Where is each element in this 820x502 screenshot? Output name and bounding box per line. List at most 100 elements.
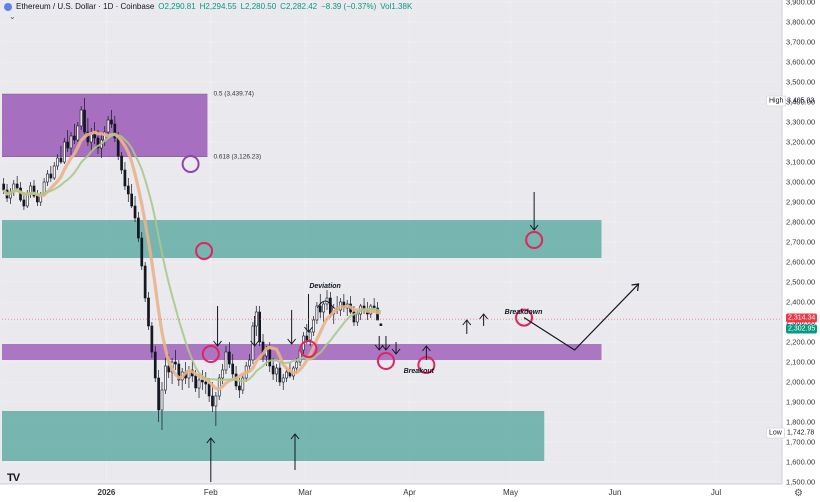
down-arrow-head [391,348,401,355]
highlight-circle [376,352,395,370]
candle-body [66,141,70,149]
candle-body [194,375,198,389]
candle-body [160,389,164,411]
candle-body [211,395,214,407]
candle-body [227,351,231,365]
moving-average-line [2,130,382,391]
y-tick-label: 3,500.00 [786,77,816,87]
candle-body [285,371,288,379]
ethereum-logo-icon [4,2,12,11]
y-tick-label: 3,300.00 [786,117,816,127]
candle-body [275,367,278,375]
candle-body [204,381,208,385]
highlight-circle [515,308,534,327]
down-arrow-head [374,344,384,351]
candle-body [96,137,100,149]
candle-body [56,157,59,167]
settings-gear-icon[interactable]: ⚙ [794,488,803,499]
candle-body [318,305,322,313]
candle-body [150,325,154,353]
y-tick-label: 3,800.00 [786,17,816,27]
candle-body [167,365,171,373]
down-arrow-head [250,340,259,347]
y-tick-label: 3,700.00 [786,37,816,47]
highlight-circle [195,242,214,260]
change-value: −8.39 (−0.37%) [321,2,377,11]
up-arrow-head [206,437,216,444]
y-tick-label: 2,500.00 [786,277,816,287]
x-tick-label: Apr [403,488,416,497]
candle-body [73,135,76,141]
y-tick-label: 2,200.00 [786,337,816,347]
highlight-circle [181,155,200,173]
candle-body [224,351,228,371]
x-tick-label: Jun [608,488,622,497]
tradingview-logo-icon[interactable]: TV [7,472,20,484]
highlight-circle [201,345,220,363]
up-arrow-head [421,345,431,352]
high-tag-label: High [766,95,787,107]
y-tick-label: 2,100.00 [786,357,816,367]
y-tick-label: 2,400.00 [786,297,816,307]
low-tag-label: Low [766,427,785,439]
y-tick-label: 2,900.00 [786,197,816,207]
high-tag-value: 3,405.03 [787,97,815,105]
candle-body [295,361,299,369]
y-tick-label: 1,700.00 [786,437,816,447]
y-tick-label: 3,400.00 [786,97,816,107]
candle-body [133,205,137,219]
y-tick-label: 3,000.00 [786,177,816,187]
y-tick-label: 1,800.00 [786,417,816,427]
y-tick-label: 2,000.00 [786,377,816,387]
annotation-deviation: Deviation [309,283,341,291]
candle-body [25,193,29,207]
candle-body [32,185,36,197]
candle-body [106,119,110,133]
candle-body [123,169,127,187]
open-value: O2,290.81 [158,2,196,11]
candle-body [52,165,56,179]
candle-body [177,363,181,381]
candle-body [22,199,26,207]
y-tick-label: 1,600.00 [786,457,816,467]
last-price-tag: 2,314.34 [786,313,818,323]
candle-body [113,123,117,139]
up-arrow-head [479,313,489,320]
candle-body [15,183,19,189]
target-zone [2,220,602,258]
y-tick-label: 2,800.00 [786,217,816,227]
candle-body [130,193,134,207]
candle-body [238,385,241,391]
candle-body [355,313,359,323]
candle-body [140,237,144,267]
collapse-chevron-icon[interactable]: ⌄ [9,12,16,21]
candle-body [221,369,224,379]
candle-body [258,311,261,343]
candle-body [79,109,83,127]
candle-body [372,305,376,309]
demand-zone [2,411,545,461]
high-value: H2,294.55 [199,2,237,11]
scenario-path-head [631,283,640,292]
candle-body [268,349,272,367]
deviation-arc [316,300,334,309]
candle-body [69,135,73,149]
down-arrow-head [287,338,297,345]
symbol-title[interactable]: Ethereum / U.S. Dollar · 1D · Coinbase [16,2,155,11]
candle-body [207,383,211,397]
candle-body [147,297,150,327]
candle-body [201,379,204,383]
candle-body [305,335,309,341]
candle-body [126,185,130,195]
y-tick-label: 1,900.00 [786,397,816,407]
candle-body [62,141,66,163]
candle-body [241,377,245,391]
candle-body [352,311,356,323]
y-tick-label: 3,100.00 [786,157,816,167]
annotation-breakout: Breakout [403,368,434,375]
down-arrow-head [304,326,313,333]
candle-body [231,363,235,375]
candle-body [379,323,383,326]
candle-body [174,361,177,365]
